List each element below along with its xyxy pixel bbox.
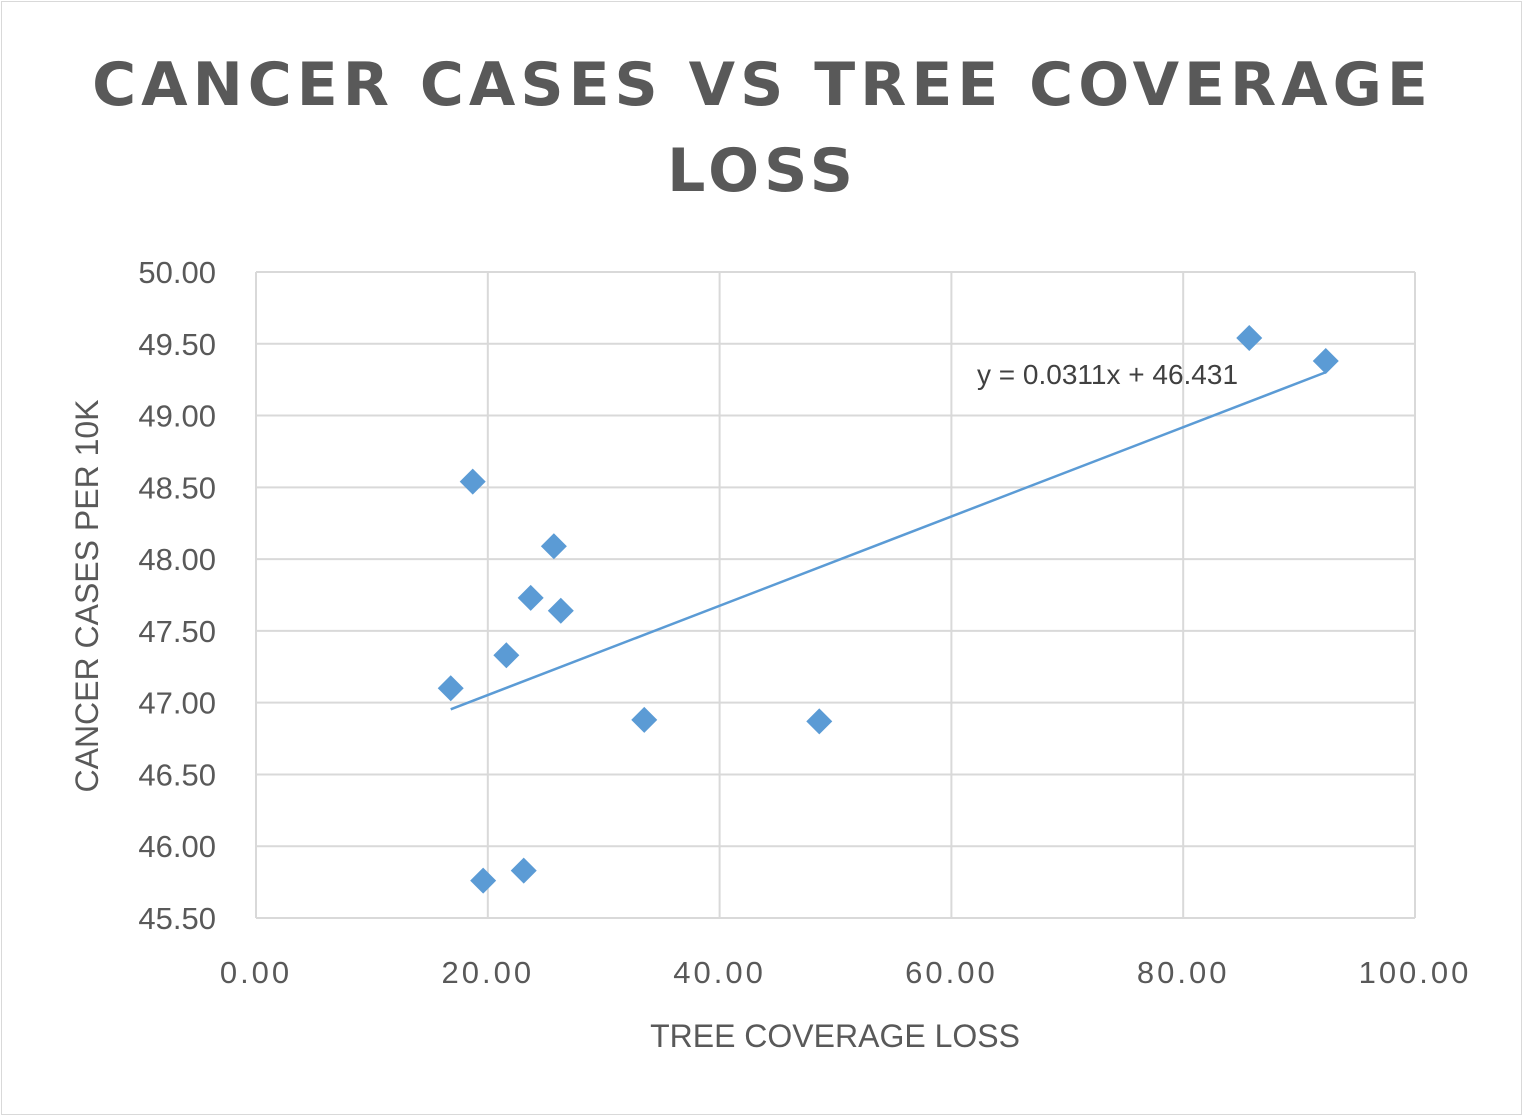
gridlines [255, 271, 1416, 919]
x-axis-ticks: 0.00 20.00 40.00 60.00 80.00 100.00 [220, 955, 1472, 990]
chart-title: CANCER CASES VS TREE COVERAGE LOSS [0, 42, 1525, 214]
y-axis-title: CANCER CASES PER 10K [69, 399, 105, 792]
trendline-equation: y = 0.0311x + 46.431 [977, 359, 1238, 390]
data-point [493, 642, 520, 669]
y-tick-label: 48.50 [138, 470, 216, 505]
data-points [437, 325, 1339, 894]
data-point [459, 468, 486, 495]
x-tick-label: 20.00 [442, 955, 535, 990]
data-point [547, 597, 574, 624]
data-point [806, 708, 833, 735]
y-tick-label: 49.00 [138, 399, 216, 434]
y-tick-label: 50.00 [138, 255, 216, 290]
x-tick-label: 80.00 [1137, 955, 1230, 990]
y-tick-label: 47.50 [138, 614, 216, 649]
y-tick-label: 48.00 [138, 542, 216, 577]
trendline [450, 371, 1327, 711]
x-tick-label: 0.00 [220, 955, 292, 990]
data-point [1312, 348, 1339, 375]
y-tick-label: 47.00 [138, 686, 216, 721]
x-axis-title: TREE COVERAGE LOSS [650, 1018, 1020, 1054]
data-point [517, 584, 544, 611]
data-point [470, 867, 497, 894]
data-point [631, 706, 658, 733]
y-tick-label: 46.00 [138, 829, 216, 864]
x-tick-label: 60.00 [905, 955, 998, 990]
y-axis-ticks: 45.50 46.00 46.50 47.00 47.50 48.00 48.50 49.00… [138, 255, 216, 936]
data-point [510, 857, 537, 884]
y-tick-label: 45.50 [138, 901, 216, 936]
data-point [540, 533, 567, 560]
data-point [1236, 325, 1263, 352]
data-point [437, 675, 464, 702]
x-tick-label: 100.00 [1359, 955, 1472, 990]
y-tick-label: 46.50 [138, 757, 216, 792]
chart-title-text: CANCER CASES VS TREE COVERAGE LOSS [92, 50, 1433, 206]
x-tick-label: 40.00 [673, 955, 766, 990]
y-tick-label: 49.50 [138, 327, 216, 362]
